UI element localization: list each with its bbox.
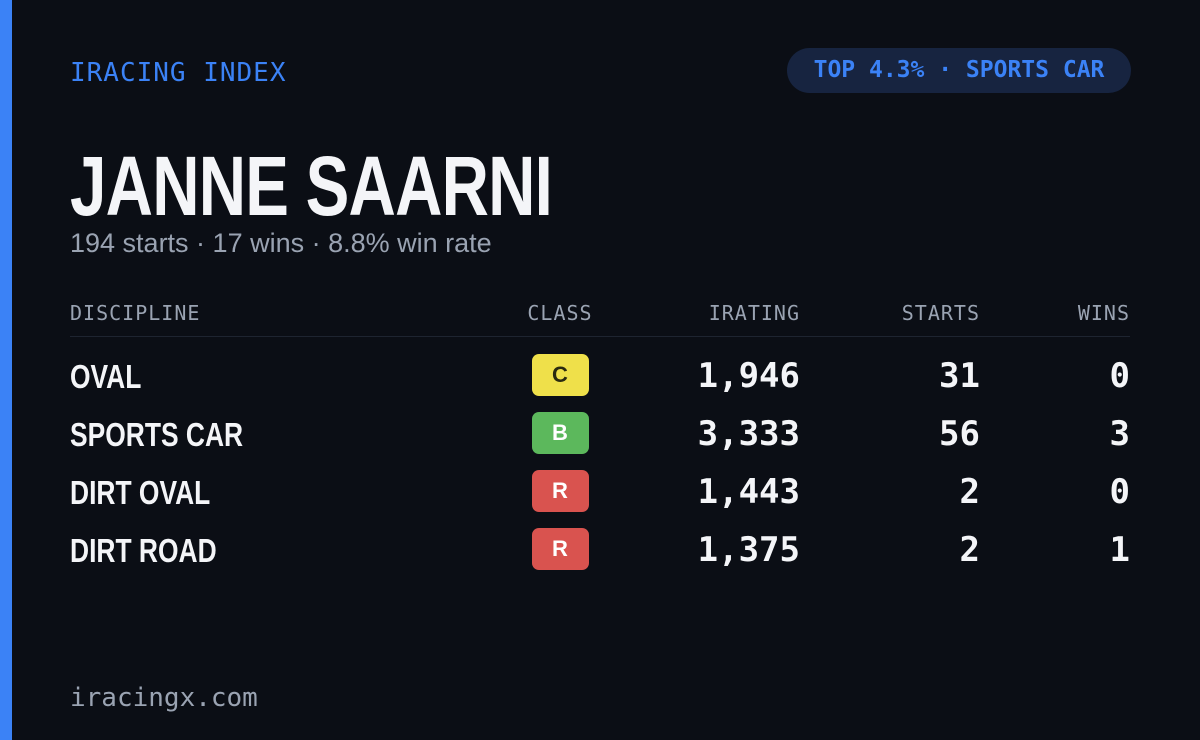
column-header: IRATING <box>708 301 800 325</box>
driver-name: JANNE SAARNI <box>70 139 553 233</box>
stat-value: 3 <box>1109 414 1130 454</box>
stat-value: 0 <box>1109 356 1130 396</box>
column-header: STARTS <box>901 301 980 325</box>
class-badge: R <box>531 528 589 570</box>
column-header: WINS <box>1077 301 1130 325</box>
stat-value: 31 <box>939 356 980 396</box>
header-rule <box>70 336 1130 337</box>
column-header: CLASS <box>527 301 593 325</box>
stat-value: 2 <box>959 472 980 512</box>
stat-value: 1 <box>1109 530 1130 570</box>
column-header: DISCIPLINE <box>70 301 201 325</box>
discipline: DIRT ROAD <box>70 532 217 569</box>
stat-value: 0 <box>1109 472 1130 512</box>
stat-value: 3,333 <box>697 414 800 454</box>
discipline: SPORTS CAR <box>70 416 244 453</box>
stat-value: 56 <box>939 414 980 454</box>
stat-value: 1,443 <box>697 472 800 512</box>
stat-value: 1,375 <box>697 530 800 570</box>
footer-site: iracingx.com <box>70 683 258 713</box>
stat-value: 1,946 <box>697 356 800 396</box>
driver-summary: 194 starts · 17 wins · 8.8% win rate <box>70 228 492 258</box>
class-badge: R <box>531 470 589 512</box>
stat-value: 2 <box>959 530 980 570</box>
rank-badge: TOP 4.3% · SPORTS CAR <box>787 48 1131 93</box>
class-badge: B <box>531 412 589 454</box>
accent-bar <box>0 0 12 740</box>
discipline: OVAL <box>70 358 142 395</box>
discipline: DIRT OVAL <box>70 474 211 511</box>
class-badge: C <box>531 354 589 396</box>
brand: IRACING INDEX <box>70 58 287 88</box>
